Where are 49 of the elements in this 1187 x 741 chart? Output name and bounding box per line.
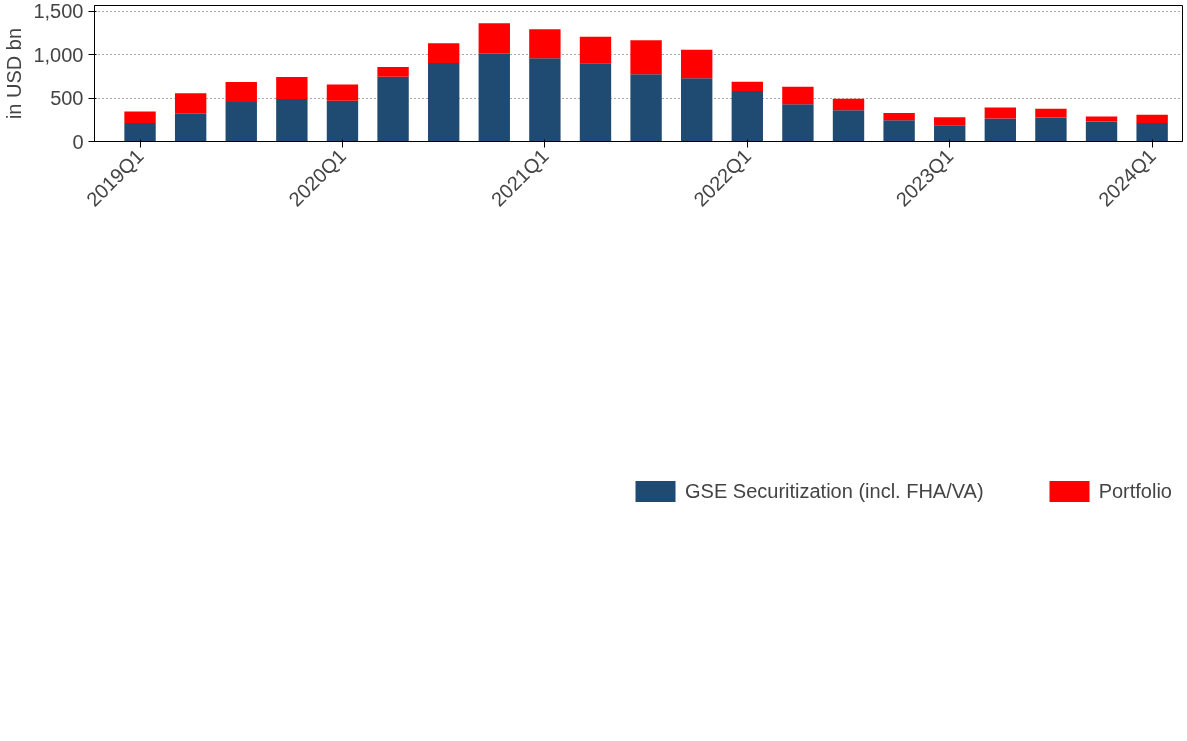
legend-label: GSE Securitization (incl. FHA/VA) xyxy=(685,479,984,503)
bar xyxy=(731,81,763,92)
bar xyxy=(630,40,662,75)
bar xyxy=(984,107,1017,119)
bar xyxy=(681,49,713,79)
bar xyxy=(174,113,207,142)
bar xyxy=(276,99,308,142)
bar xyxy=(427,43,460,63)
bar xyxy=(832,110,865,142)
bar xyxy=(883,113,915,121)
bar xyxy=(731,91,763,142)
bar xyxy=(225,81,257,103)
bar xyxy=(326,100,359,142)
bar xyxy=(1035,117,1067,142)
bar xyxy=(174,93,207,114)
bar xyxy=(225,102,257,142)
bar xyxy=(124,111,156,123)
bar xyxy=(681,78,713,142)
bar xyxy=(883,120,915,142)
bar xyxy=(782,86,814,105)
bar xyxy=(1085,116,1118,122)
bar xyxy=(529,58,561,142)
bar xyxy=(1136,122,1168,142)
bar xyxy=(984,118,1017,142)
bar xyxy=(832,98,865,111)
y-tick-label: 1,000 xyxy=(33,43,84,66)
y-axis-title: in USD bn xyxy=(3,27,26,120)
y-tick-label: 500 xyxy=(50,87,84,110)
bar xyxy=(377,76,409,142)
bar xyxy=(1085,121,1118,142)
bar xyxy=(579,36,612,64)
legend-label: Portfolio xyxy=(1098,479,1172,503)
bar xyxy=(579,63,612,142)
bar xyxy=(478,23,510,54)
bar xyxy=(782,104,814,142)
bar xyxy=(1136,114,1168,123)
bar xyxy=(276,77,308,100)
bar xyxy=(326,84,359,101)
bar xyxy=(630,74,662,142)
y-tick-label: 1,500 xyxy=(33,0,84,23)
bar xyxy=(478,53,510,142)
bar xyxy=(934,125,966,142)
bar xyxy=(427,62,460,142)
bar xyxy=(377,67,409,77)
bar xyxy=(934,117,966,126)
bar xyxy=(124,122,156,142)
bar xyxy=(529,29,561,59)
bar xyxy=(1035,108,1067,118)
y-tick-label: 0 xyxy=(72,130,84,153)
